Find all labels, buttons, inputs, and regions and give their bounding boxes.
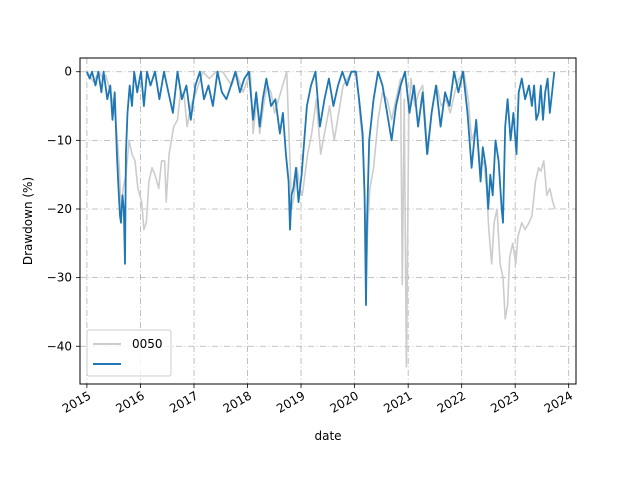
legend-label-0050: 0050: [132, 337, 163, 351]
series-line-strategy: [86, 70, 556, 306]
plot-frame: [79, 57, 577, 385]
y-tick-label: −30: [47, 271, 72, 285]
y-tick-label: 0: [64, 65, 72, 79]
y-tick-label: −20: [47, 202, 72, 216]
plot-lines: [86, 70, 556, 368]
y-tick-label: −40: [47, 339, 72, 353]
series-line-0050: [86, 70, 556, 368]
grid: [80, 58, 576, 384]
x-axis-label: date: [314, 429, 341, 443]
y-axis-label: Drawdown (%): [21, 177, 35, 265]
legend: 0050: [86, 329, 172, 377]
y-tick-label: −10: [47, 133, 72, 147]
